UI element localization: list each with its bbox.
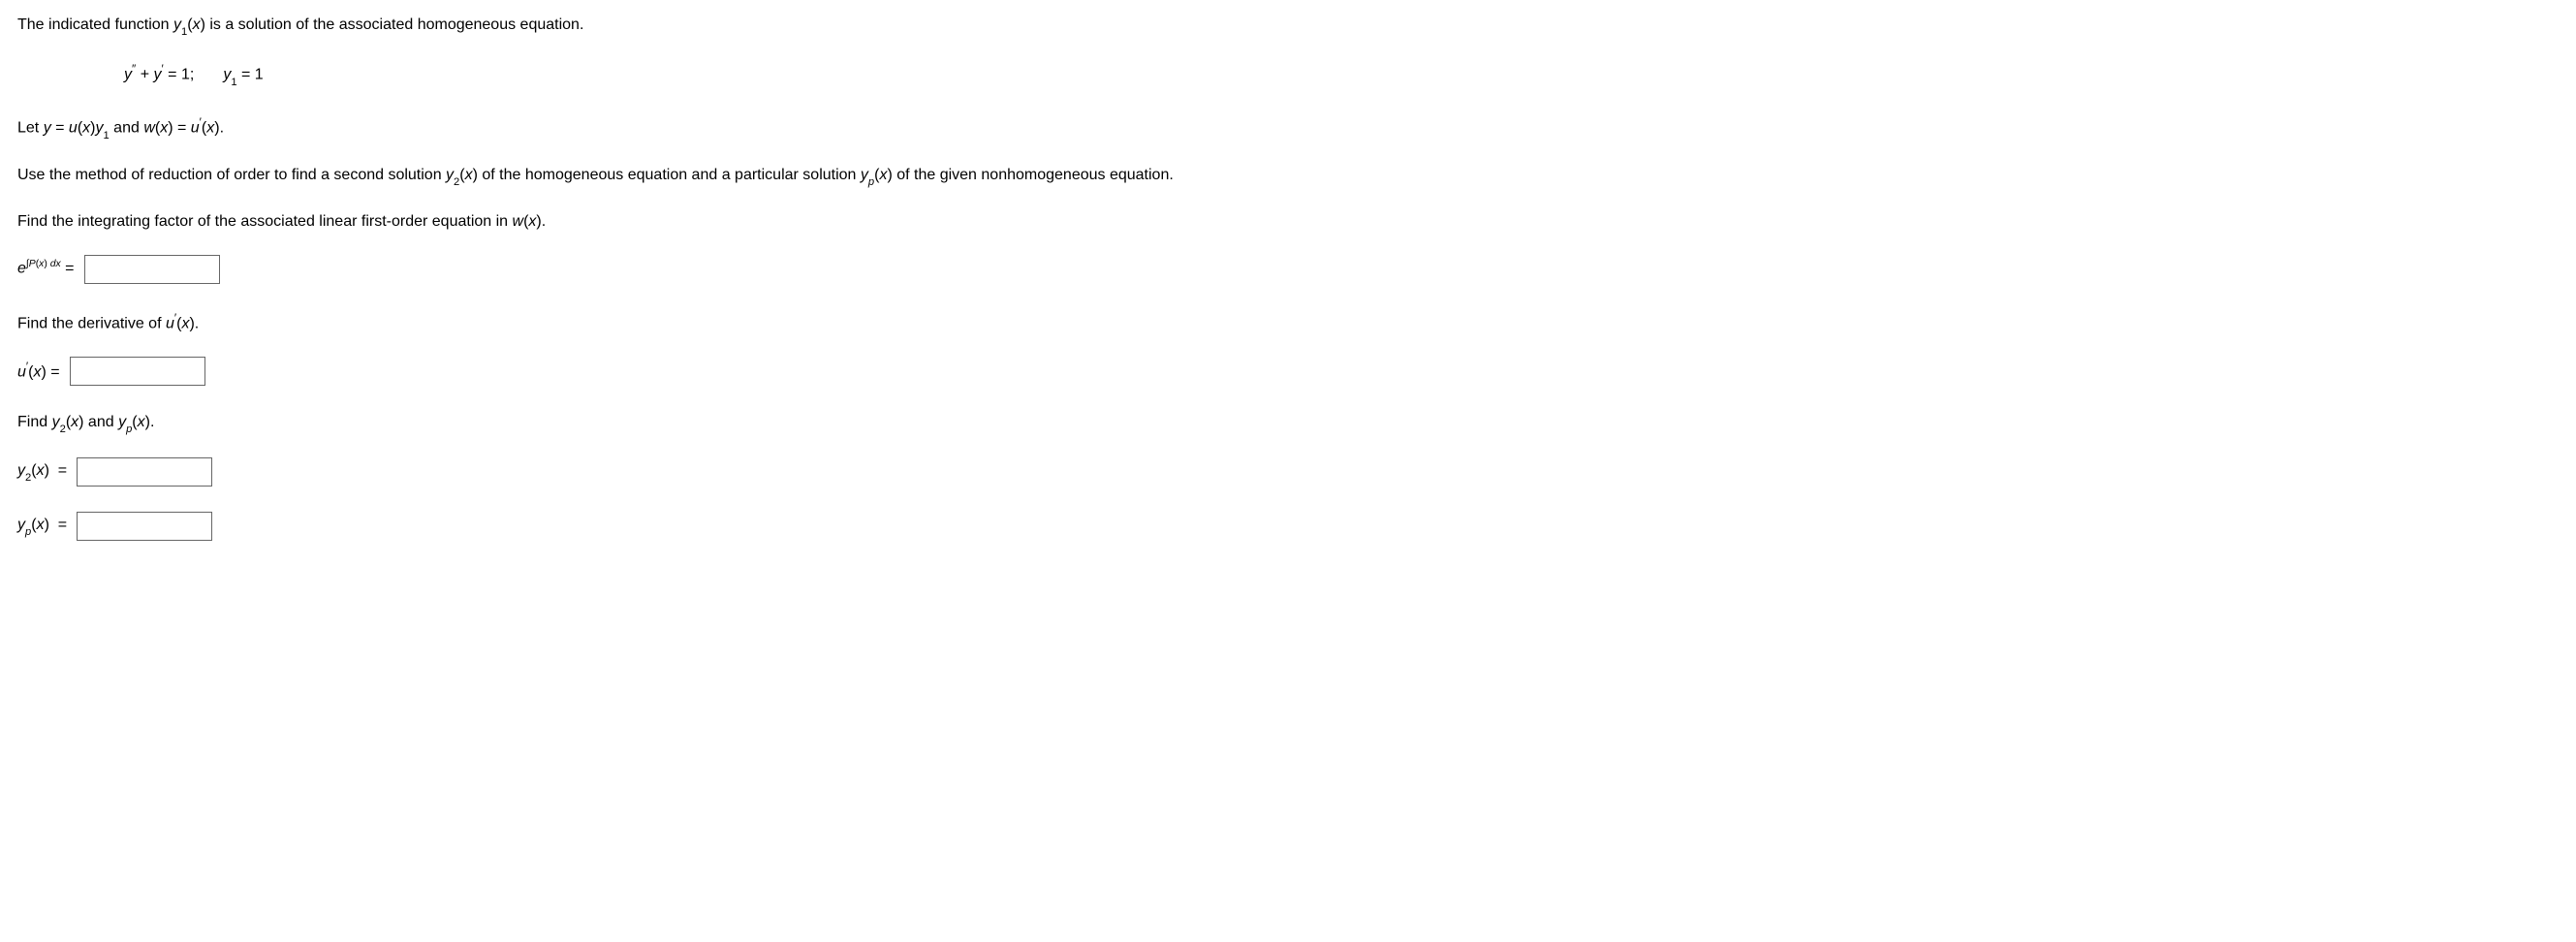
find-yp-sub: p: [126, 424, 132, 435]
let-prime: ′: [200, 115, 202, 129]
find-uprime-prime: ′: [174, 311, 176, 325]
find-uprime-pre: Find the derivative of: [17, 315, 166, 331]
intro-y1-sub: 1: [181, 26, 187, 38]
intro-text: The indicated function y1(x) is a soluti…: [17, 14, 2559, 39]
instr-y2-sub: 2: [454, 176, 459, 188]
find-y2-arg: (x): [66, 414, 84, 430]
instr-mid: of the homogeneous equation and a partic…: [478, 167, 861, 183]
find-yp: y: [118, 414, 126, 430]
uprime-input[interactable]: [70, 357, 205, 386]
yp-label: yp(x) =: [17, 514, 67, 539]
uprime-eq: =: [47, 364, 60, 381]
if-exp: ∫P(x) dx: [26, 259, 61, 269]
let-eq: =: [51, 120, 69, 137]
intro-pre: The indicated function: [17, 16, 173, 33]
let-eq2: =: [173, 120, 191, 137]
if-eq: =: [61, 261, 75, 277]
find-uprime-arg: (x).: [176, 315, 199, 331]
instr-pre: Use the method of reduction of order to …: [17, 167, 446, 183]
find-y2: y: [52, 414, 60, 430]
eq-rhs1: = 1;: [164, 66, 195, 82]
eq-dprime: ″: [132, 62, 136, 76]
y2-sub: 2: [25, 472, 31, 484]
yp-arg: (x): [31, 517, 49, 533]
uprime-row: u′(x) =: [17, 357, 2559, 386]
let-uprime-arg: (x).: [202, 120, 224, 137]
find-uprime-prompt: Find the derivative of u′(x).: [17, 309, 2559, 335]
let-y1-sub: 1: [103, 130, 109, 141]
find-uprime-u: u: [166, 315, 174, 331]
equation-display: y″ + y′ = 1;y1 = 1: [124, 60, 2559, 88]
eq-plus: +: [136, 66, 153, 82]
let-w-arg: (x): [155, 120, 173, 137]
uprime-label: u′(x) =: [17, 358, 60, 384]
y2-input[interactable]: [77, 457, 212, 487]
eq-y1-sub: 1: [231, 77, 236, 88]
y2-y: y: [17, 462, 25, 479]
let-uprime: u: [191, 120, 200, 137]
intro-post: is a solution of the associated homogene…: [205, 16, 584, 33]
find-y2yp-and: and: [83, 414, 118, 430]
uprime-arg: (x): [28, 364, 47, 381]
uprime-u: u: [17, 364, 26, 381]
eq-rhs2: = 1: [237, 66, 264, 82]
eq-y1: y: [124, 66, 132, 82]
instr-post: of the given nonhomogeneous equation.: [893, 167, 1174, 183]
y2-eq: =: [53, 462, 67, 479]
instr-yp-arg: (x): [874, 167, 893, 183]
instr-y2: y: [446, 167, 454, 183]
y2-label: y2(x) =: [17, 459, 67, 485]
yp-sub: p: [25, 526, 31, 538]
y2-row: y2(x) =: [17, 457, 2559, 487]
integrating-factor-label: e∫P(x) dx =: [17, 257, 75, 280]
yp-eq: =: [53, 517, 67, 533]
instr-yp: y: [861, 167, 868, 183]
instr-y2-arg: (x): [459, 167, 478, 183]
find-y2-sub: 2: [60, 424, 66, 435]
intro-y1-arg: (x): [187, 16, 205, 33]
if-e: e: [17, 261, 26, 277]
find-if-w: w: [513, 213, 524, 230]
yp-row: yp(x) =: [17, 512, 2559, 541]
find-if-pre: Find the integrating factor of the assoc…: [17, 213, 513, 230]
instr-yp-sub: p: [868, 176, 874, 188]
let-and: and: [110, 120, 144, 137]
let-u-arg: (x): [78, 120, 96, 137]
uprime-prime: ′: [26, 360, 28, 373]
find-yp-arg: (x).: [132, 414, 154, 430]
yp-y: y: [17, 517, 25, 533]
find-y2-yp-prompt: Find y2(x) and yp(x).: [17, 411, 2559, 436]
let-w: w: [143, 120, 155, 137]
find-if-w-arg: (x).: [523, 213, 546, 230]
integrating-factor-row: e∫P(x) dx =: [17, 255, 2559, 284]
integrating-factor-input[interactable]: [84, 255, 220, 284]
instruction-text: Use the method of reduction of order to …: [17, 164, 2559, 189]
yp-input[interactable]: [77, 512, 212, 541]
let-pre: Let: [17, 120, 44, 137]
let-y: y: [44, 120, 51, 137]
find-integrating-factor-prompt: Find the integrating factor of the assoc…: [17, 210, 2559, 234]
find-y2yp-pre: Find: [17, 414, 52, 430]
intro-y1: y: [173, 16, 181, 33]
y2-arg: (x): [31, 462, 49, 479]
eq-prime: ′: [161, 62, 163, 76]
let-u: u: [69, 120, 78, 137]
let-line: Let y = u(x)y1 and w(x) = u′(x).: [17, 113, 2559, 141]
